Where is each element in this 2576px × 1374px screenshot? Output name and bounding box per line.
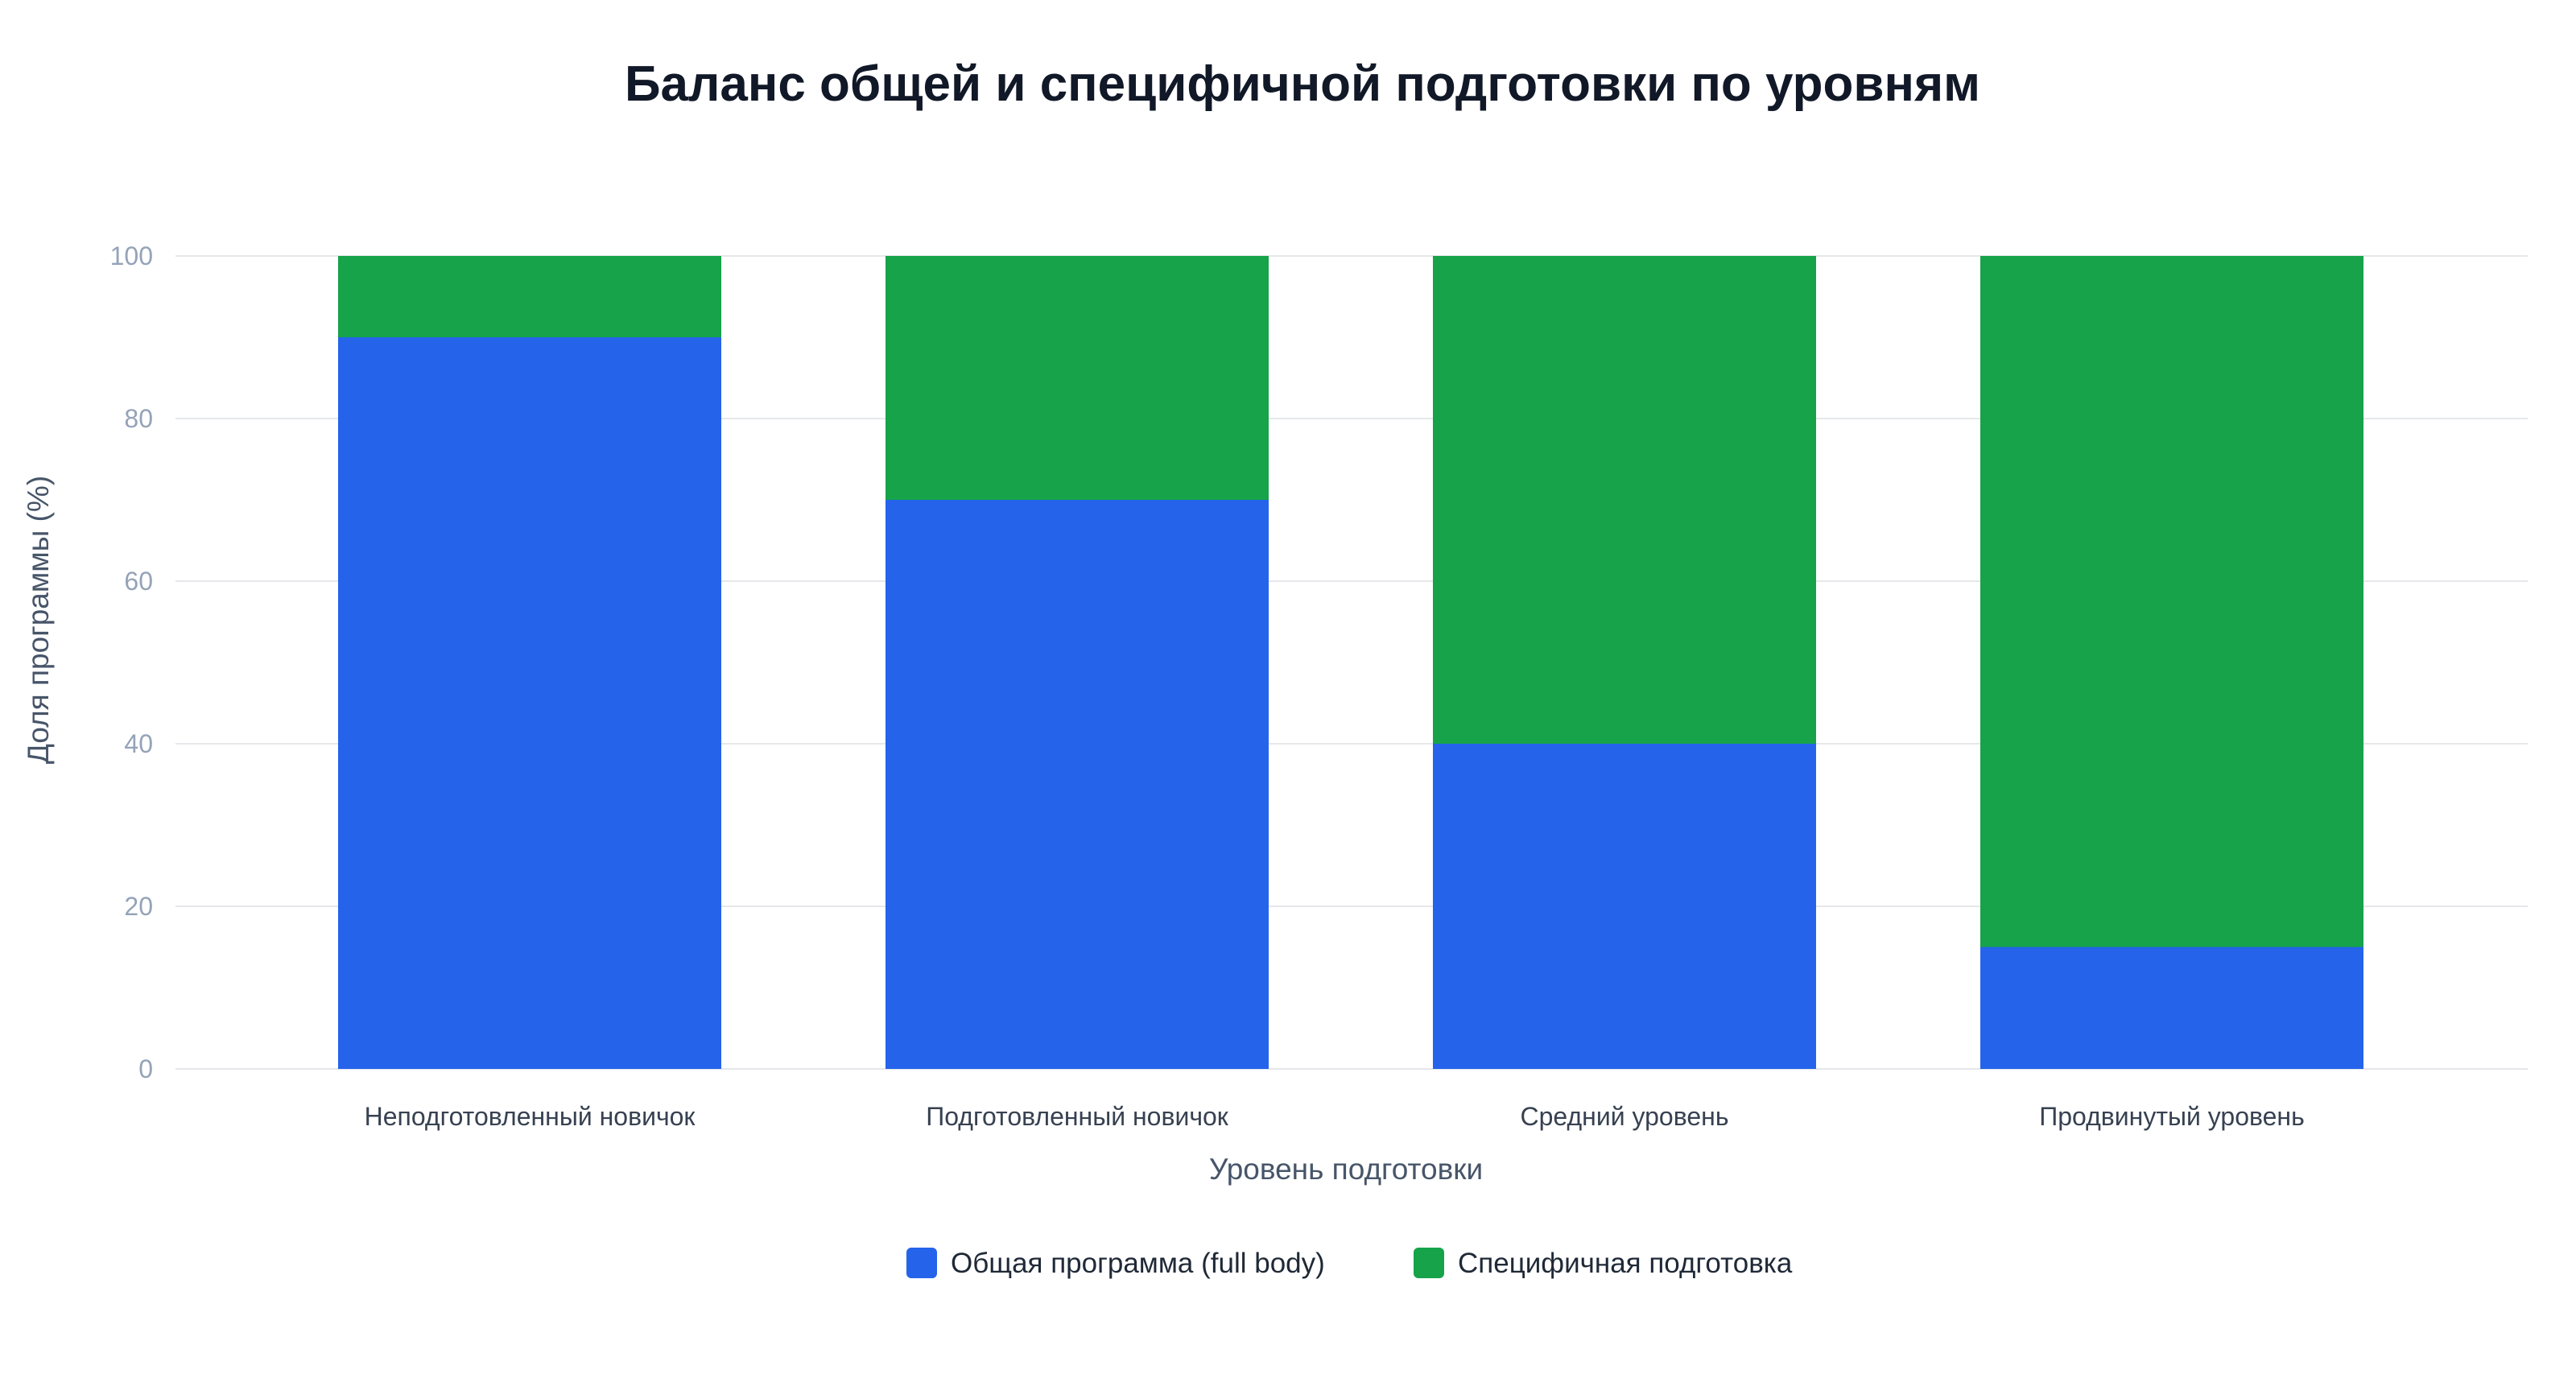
legend: Общая программа (full body) Специфичная п… xyxy=(906,1248,1793,1279)
y-tick-label: 0 xyxy=(138,1054,153,1083)
x-tick-label: Подготовленный новичок xyxy=(926,1102,1229,1131)
bar-segment-general xyxy=(1433,744,1816,1069)
y-axis-ticks: 0 20 40 60 80 100 xyxy=(110,241,153,1083)
y-tick-label: 60 xyxy=(124,567,153,596)
legend-swatch xyxy=(1414,1248,1444,1278)
bar-segment-specific xyxy=(338,256,721,337)
bars xyxy=(338,256,2363,1069)
y-tick-label: 40 xyxy=(124,729,153,758)
x-tick-label: Неподготовленный новичок xyxy=(365,1102,696,1131)
bar-segment-general xyxy=(338,337,721,1069)
x-axis-title: Уровень подготовки xyxy=(1209,1153,1483,1186)
bar-segment-general xyxy=(886,500,1269,1069)
bar-segment-general xyxy=(1980,947,2363,1069)
y-tick-label: 80 xyxy=(124,404,153,433)
legend-swatch xyxy=(906,1248,937,1278)
y-tick-label: 100 xyxy=(110,241,153,270)
x-tick-label: Средний уровень xyxy=(1521,1102,1729,1131)
chart-title: Баланс общей и специфичной подготовки по… xyxy=(625,56,1980,112)
bar-segment-specific xyxy=(1980,256,2363,947)
bar-segment-specific xyxy=(886,256,1269,500)
bar-segment-specific xyxy=(1433,256,1816,744)
legend-label: Специфичная подготовка xyxy=(1458,1248,1793,1279)
y-tick-label: 20 xyxy=(124,892,153,921)
legend-label: Общая программа (full body) xyxy=(951,1248,1325,1279)
x-axis-ticks: Неподготовленный новичок Подготовленный н… xyxy=(365,1102,2305,1131)
y-axis-title: Доля программы (%) xyxy=(22,476,55,764)
x-tick-label: Продвинутый уровень xyxy=(2039,1102,2305,1131)
